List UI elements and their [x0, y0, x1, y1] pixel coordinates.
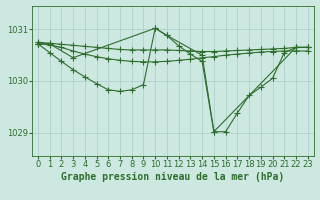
X-axis label: Graphe pression niveau de la mer (hPa): Graphe pression niveau de la mer (hPa) — [61, 172, 284, 182]
